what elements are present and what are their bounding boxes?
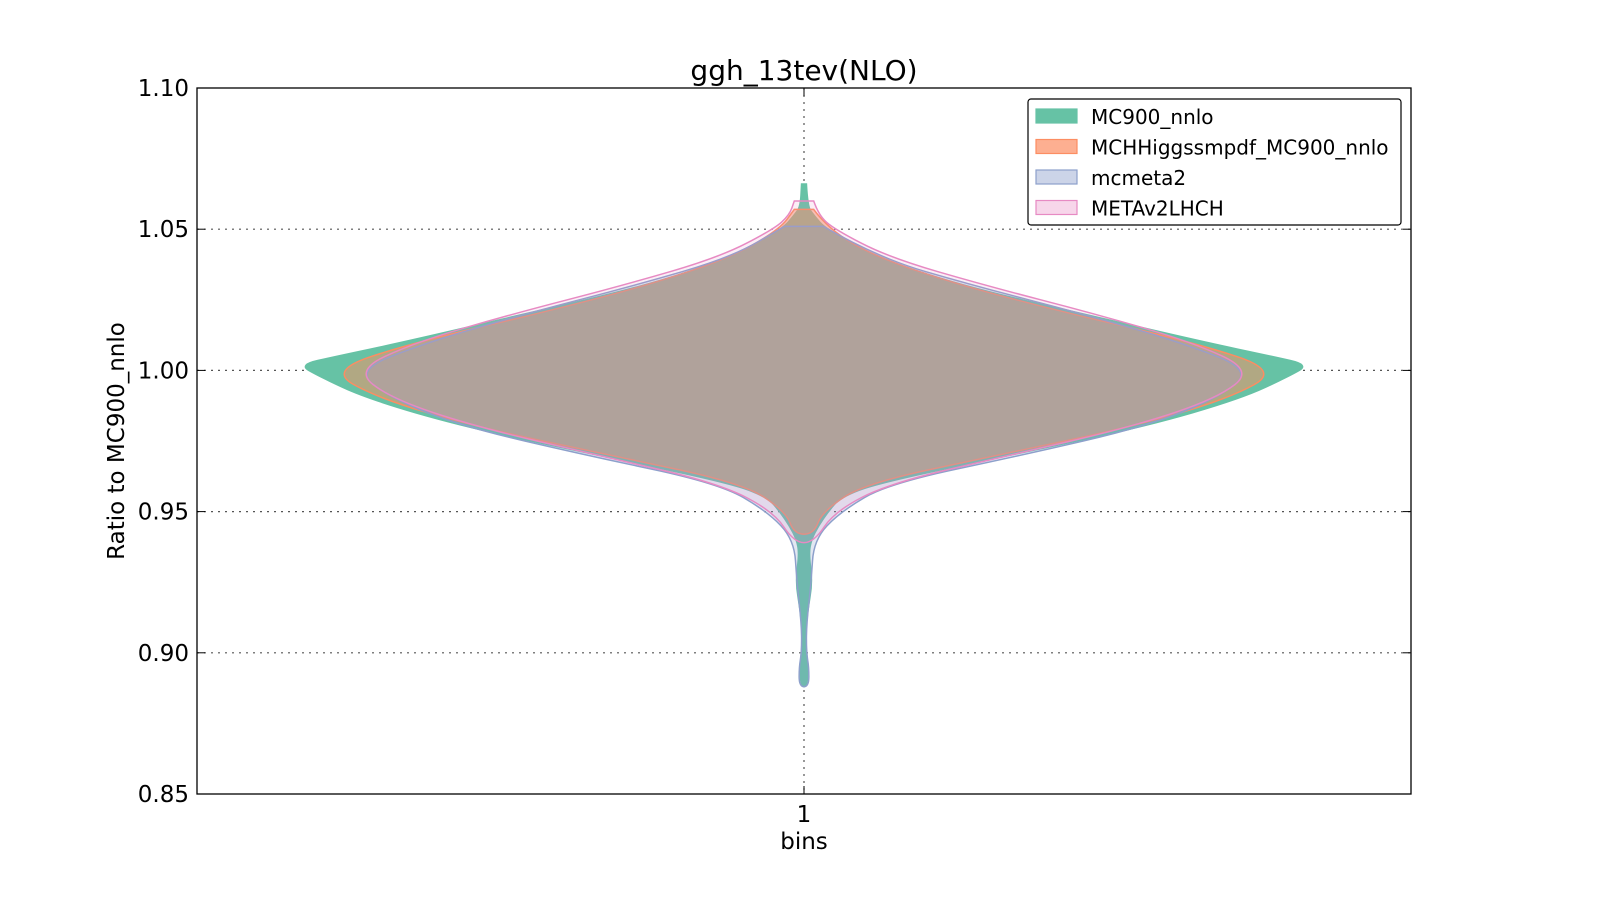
legend-label: MC900_nnlo [1091, 105, 1214, 129]
legend-swatch [1035, 138, 1078, 155]
legend-swatch [1035, 108, 1078, 124]
legend: MC900_nnlo MCHHiggssmpdf_MC900_nnlomcmeta… [1027, 98, 1402, 226]
x-tick-label: 1 [797, 802, 812, 828]
violins [304, 183, 1304, 688]
x-axis: 1 [797, 88, 812, 828]
y-tick-label: 1.00 [138, 358, 189, 384]
y-tick-label: 0.95 [138, 500, 189, 526]
y-axis-label: Ratio to MC900_nnlo [104, 322, 130, 560]
y-axis: 0.85 0.90 0.95 1.00 1.05 1.10 [138, 76, 1411, 808]
x-axis-label: bins [780, 829, 828, 855]
legend-label: mcmeta2 [1091, 166, 1186, 190]
chart-title: ggh_13tev(NLO) [690, 54, 917, 87]
violin-metav2lhch [365, 200, 1243, 544]
legend-swatch [1035, 199, 1078, 216]
y-tick-label: 1.05 [138, 217, 189, 243]
legend-swatch [1035, 169, 1078, 185]
y-tick-label: 0.85 [138, 782, 189, 808]
y-tick-label: 0.90 [138, 641, 189, 667]
legend-box [1027, 98, 1402, 226]
legend-label: METAv2LHCH [1091, 197, 1224, 221]
legend-label: MCHHiggssmpdf_MC900_nnlo [1091, 136, 1389, 160]
y-tick-label: 1.10 [138, 76, 189, 102]
